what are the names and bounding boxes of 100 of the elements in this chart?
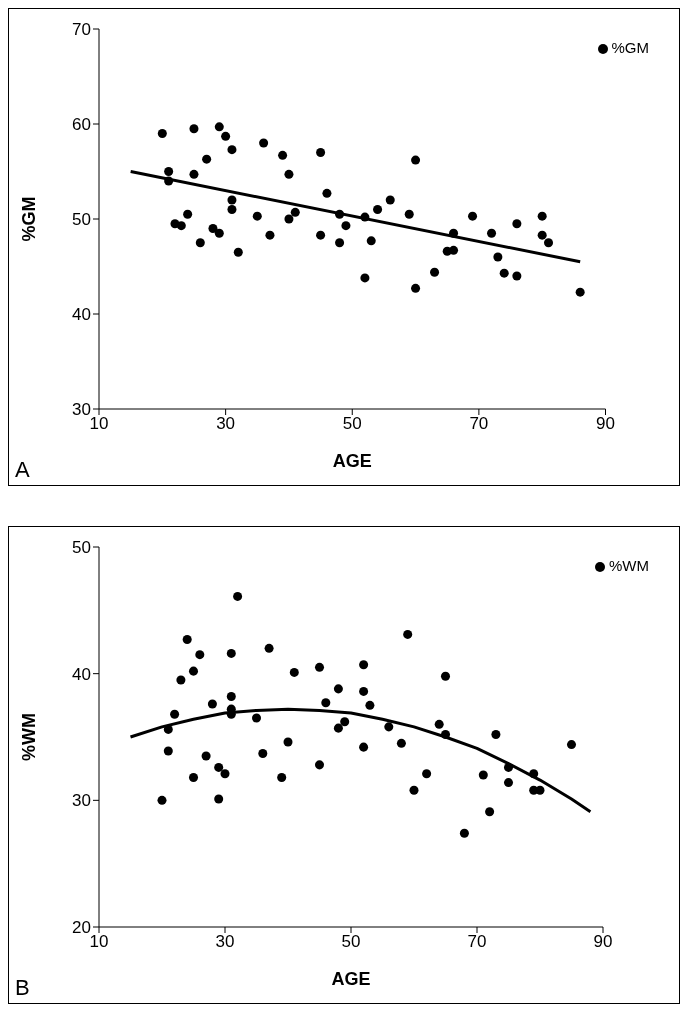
x-tick-label: 50 <box>341 932 361 952</box>
y-tick-label: 70 <box>72 20 91 40</box>
point <box>264 643 274 653</box>
legend-label: %GM <box>611 39 649 56</box>
x-axis-title: AGE <box>331 969 371 989</box>
point <box>434 719 444 729</box>
point <box>214 228 224 238</box>
point <box>403 629 413 639</box>
point <box>359 742 369 752</box>
point <box>449 228 459 238</box>
point <box>164 176 174 186</box>
point <box>164 166 174 177</box>
point <box>512 219 522 229</box>
point <box>422 769 432 779</box>
point <box>341 221 351 231</box>
y-axis-title: %GM <box>19 196 40 242</box>
point <box>366 236 376 246</box>
point <box>226 648 236 658</box>
point <box>314 760 325 770</box>
point <box>359 660 369 670</box>
y-tick-label: 20 <box>72 918 91 938</box>
point <box>537 211 547 221</box>
point <box>544 238 554 248</box>
point <box>373 204 383 215</box>
point <box>404 209 414 219</box>
point <box>221 131 231 141</box>
point <box>227 145 237 155</box>
point <box>176 221 186 231</box>
point <box>214 794 224 804</box>
point <box>485 807 495 817</box>
point <box>176 675 186 685</box>
x-tick-label: 90 <box>596 414 615 434</box>
point <box>157 795 167 805</box>
point <box>201 751 211 761</box>
point <box>214 122 224 132</box>
point <box>251 713 262 723</box>
point <box>493 252 503 262</box>
point <box>360 212 370 222</box>
point <box>535 785 545 795</box>
point <box>316 230 326 240</box>
point <box>333 684 343 694</box>
point <box>359 686 369 696</box>
legend-label: %WM <box>609 557 649 574</box>
point <box>189 169 199 179</box>
point <box>195 238 205 248</box>
point <box>189 124 199 134</box>
point <box>265 230 275 240</box>
point <box>411 155 421 165</box>
point <box>188 773 199 783</box>
point <box>333 723 343 733</box>
point <box>487 228 497 238</box>
point <box>384 722 394 732</box>
point <box>365 700 375 710</box>
x-tick-label: 10 <box>89 414 109 434</box>
x-tick-label: 70 <box>467 932 487 952</box>
x-tick-label: 30 <box>215 932 235 952</box>
y-tick-label: 30 <box>72 400 91 420</box>
point <box>157 128 167 139</box>
text: A <box>15 457 30 483</box>
x-axis-title: AGE <box>332 451 372 471</box>
point <box>195 650 205 660</box>
point <box>335 238 345 248</box>
y-tick-label: 40 <box>72 664 91 684</box>
point <box>499 268 509 278</box>
point <box>182 634 192 644</box>
point <box>468 211 478 221</box>
point <box>183 209 193 219</box>
text: B <box>15 975 30 1001</box>
point <box>340 717 350 727</box>
point <box>284 169 294 179</box>
point <box>440 729 451 739</box>
point <box>316 147 326 158</box>
point <box>259 138 269 148</box>
point <box>503 778 514 788</box>
point <box>322 188 332 198</box>
y-axis-title: %WM <box>19 713 40 761</box>
point <box>314 662 325 672</box>
x-tick-label: 30 <box>216 414 236 434</box>
point <box>233 591 243 601</box>
x-tick-label: 10 <box>89 932 109 952</box>
point <box>290 207 300 217</box>
point <box>478 770 488 780</box>
point <box>430 267 440 277</box>
point <box>233 247 243 257</box>
point <box>163 746 173 756</box>
point <box>202 154 212 164</box>
point <box>335 209 345 219</box>
point <box>566 740 577 750</box>
y-tick-label: 50 <box>72 210 91 230</box>
point <box>491 729 501 739</box>
point <box>409 785 419 795</box>
point <box>226 691 236 701</box>
point <box>512 271 522 281</box>
point <box>170 709 180 719</box>
point <box>396 738 406 748</box>
point <box>252 211 262 221</box>
point <box>284 214 294 224</box>
point <box>360 273 370 283</box>
point <box>214 762 224 772</box>
x-tick-label: 70 <box>469 414 489 434</box>
